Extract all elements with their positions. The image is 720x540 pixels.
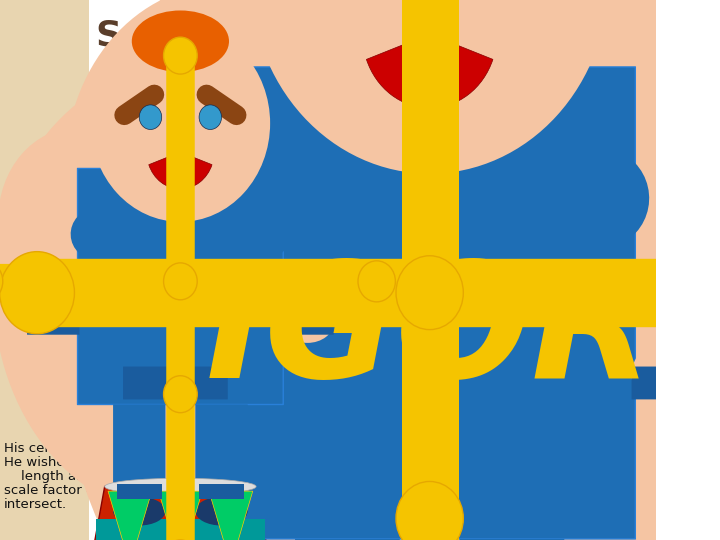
Ellipse shape <box>27 302 79 343</box>
Text: He wishes he were larger by a: He wishes he were larger by a <box>4 456 206 469</box>
Text: Scale Factor and Center of: Scale Factor and Center of <box>96 18 636 52</box>
FancyBboxPatch shape <box>117 484 162 499</box>
Ellipse shape <box>195 497 248 525</box>
Ellipse shape <box>123 334 228 416</box>
Polygon shape <box>108 491 152 540</box>
FancyBboxPatch shape <box>113 404 166 497</box>
Ellipse shape <box>0 66 367 517</box>
Ellipse shape <box>104 478 256 495</box>
Circle shape <box>358 261 395 302</box>
Ellipse shape <box>132 10 229 72</box>
Polygon shape <box>209 491 253 540</box>
FancyBboxPatch shape <box>27 318 79 335</box>
Text: IGOR: IGOR <box>68 263 292 341</box>
FancyBboxPatch shape <box>224 67 635 539</box>
Text: intersect.: intersect. <box>4 498 67 511</box>
FancyBboxPatch shape <box>195 404 248 497</box>
Ellipse shape <box>204 127 363 312</box>
Ellipse shape <box>55 0 720 540</box>
Text: e wished h    ere 6 feet: e wished h ere 6 feet <box>355 310 524 325</box>
Circle shape <box>199 105 222 130</box>
FancyBboxPatch shape <box>123 367 228 400</box>
FancyBboxPatch shape <box>459 539 564 540</box>
FancyBboxPatch shape <box>295 539 400 540</box>
Circle shape <box>0 252 74 334</box>
Text: His center of dilation would be where the: His center of dilation would be where th… <box>4 442 279 455</box>
Text: center of dilation.: center of dilation. <box>105 124 235 139</box>
Text: length and greatest width of his body: length and greatest width of his body <box>4 470 271 483</box>
FancyBboxPatch shape <box>199 484 244 499</box>
FancyBboxPatch shape <box>0 0 89 540</box>
Polygon shape <box>88 487 273 540</box>
Circle shape <box>139 105 162 130</box>
Text: scale factor: scale factor <box>122 142 207 157</box>
Text: feet.: feet. <box>374 255 408 270</box>
Ellipse shape <box>65 0 383 354</box>
Circle shape <box>396 482 463 540</box>
Circle shape <box>163 37 197 74</box>
Ellipse shape <box>477 0 720 354</box>
Ellipse shape <box>631 334 720 416</box>
Ellipse shape <box>0 127 157 312</box>
Text: center of dilation: center of dilation <box>122 158 246 173</box>
Text: IGOR: IGOR <box>205 256 654 411</box>
Circle shape <box>91 25 270 222</box>
Wedge shape <box>149 152 212 189</box>
FancyBboxPatch shape <box>78 168 283 404</box>
Wedge shape <box>366 34 493 108</box>
Text: When we describe dilations we use the terms: When we describe dilations we use the te… <box>105 108 439 123</box>
Circle shape <box>396 256 463 329</box>
Circle shape <box>250 0 609 174</box>
Circle shape <box>163 376 197 413</box>
Text: scale factor of 2.: scale factor of 2. <box>4 484 115 497</box>
Ellipse shape <box>113 497 166 525</box>
Polygon shape <box>158 491 202 540</box>
Text: with a width o    4 feet.: with a width o 4 feet. <box>355 328 525 343</box>
Text: Dilation: Dilation <box>96 54 255 88</box>
Circle shape <box>163 263 197 300</box>
FancyBboxPatch shape <box>631 367 720 400</box>
Ellipse shape <box>282 302 333 343</box>
FancyBboxPatch shape <box>96 519 264 540</box>
FancyBboxPatch shape <box>282 318 333 335</box>
Circle shape <box>0 261 3 302</box>
